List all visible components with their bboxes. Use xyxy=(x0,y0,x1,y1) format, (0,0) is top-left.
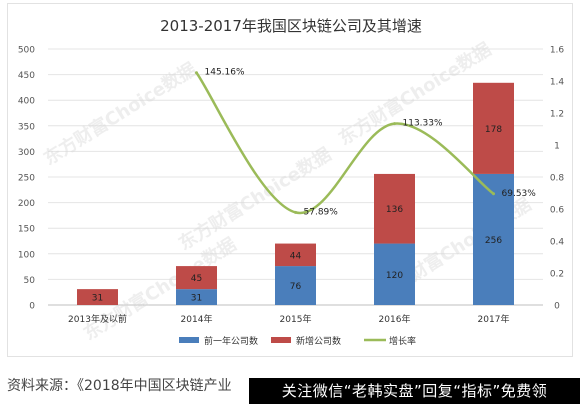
left-tick-label: 300 xyxy=(18,148,35,158)
growth-line-path xyxy=(195,71,495,215)
bar-new-companies xyxy=(374,173,415,244)
bar-previous-year xyxy=(473,173,514,305)
bar-previous-year xyxy=(275,266,316,305)
bar-previous-year xyxy=(374,243,415,305)
category-label: 2013年及以前 xyxy=(68,313,127,325)
category-label: 2016年 xyxy=(379,313,411,325)
legend-swatch xyxy=(179,337,199,343)
right-tick-label: 0 xyxy=(554,302,560,312)
chart-svg: 东方财富Choice数据东方财富Choice数据东方财富Choice数据东方财富… xyxy=(18,17,565,347)
bar-previous-year xyxy=(176,289,217,305)
chart-title: 2013-2017年我国区块链公司及其增速 xyxy=(160,17,422,35)
bar-labels: 31 31 45 76 44 120 136 256 178 xyxy=(92,125,503,304)
watermark-text: 东方财富Choice数据 xyxy=(335,38,495,150)
promo-banner: 关注微信“老韩实盘”回复“指标”免费领 xyxy=(249,378,580,404)
left-tick-label: 150 xyxy=(18,225,35,235)
left-tick-label: 50 xyxy=(24,276,36,286)
bar-label-new: 45 xyxy=(191,274,202,284)
legend: 前一年公司数 新增公司数 增长率 xyxy=(179,335,416,347)
right-tick-label: 1.6 xyxy=(550,46,565,56)
bar-label-new: 136 xyxy=(386,205,403,215)
category-label: 2015年 xyxy=(280,313,312,325)
left-tick-label: 200 xyxy=(18,199,35,209)
growth-point xyxy=(492,192,495,196)
bars xyxy=(77,82,514,305)
growth-label: 57.89% xyxy=(304,207,339,217)
left-tick-label: 400 xyxy=(18,97,35,107)
bar-label-previous: 120 xyxy=(386,271,403,281)
left-tick-label: 100 xyxy=(18,250,35,260)
right-axis: 0 0.2 0.4 0.6 0.8 1 1.2 1.4 1.6 xyxy=(550,46,565,312)
bar-label-previous: 76 xyxy=(290,282,302,292)
growth-point xyxy=(393,122,396,126)
growth-point xyxy=(195,71,198,75)
right-tick-label: 1.4 xyxy=(550,78,565,88)
x-axis-categories: 2013年及以前 2014年 2015年 2016年 2017年 xyxy=(68,313,509,325)
watermark-text: 东方财富Choice数据 xyxy=(175,143,335,255)
bar-new-companies xyxy=(176,266,217,290)
chart-panel: 东方财富Choice数据 东方财富Choice数据 东方财富Choice数据 东方财富… xyxy=(7,3,573,357)
category-label: 2014年 xyxy=(181,313,213,325)
growth-point xyxy=(294,210,297,214)
right-tick-label: 1 xyxy=(554,142,560,152)
bar-label-previous: 256 xyxy=(485,236,502,246)
bar-label-new: 31 xyxy=(92,294,103,304)
source-note: 资料来源：《2018年中国区块链产业 xyxy=(7,378,232,394)
category-label: 2017年 xyxy=(478,313,510,325)
bar-label-new: 178 xyxy=(485,125,502,135)
right-tick-label: 0.2 xyxy=(550,270,564,280)
left-tick-label: 0 xyxy=(29,302,35,312)
left-axis: 0 50 100 150 200 250 300 350 400 450 500 xyxy=(18,46,35,312)
growth-label: 145.16% xyxy=(205,68,245,78)
legend-label: 新增公司数 xyxy=(296,335,341,347)
legend-swatch xyxy=(271,337,291,343)
bar-label-new: 44 xyxy=(290,251,302,261)
growth-label: 69.53% xyxy=(502,189,537,199)
bar-new-companies xyxy=(77,289,118,305)
right-tick-label: 0.4 xyxy=(550,238,565,248)
right-tick-label: 1.2 xyxy=(550,110,564,120)
legend-label: 增长率 xyxy=(389,335,416,347)
right-tick-label: 0.8 xyxy=(550,174,565,184)
bar-label-previous: 31 xyxy=(191,294,202,304)
grid-lines xyxy=(48,48,543,306)
left-tick-label: 250 xyxy=(18,174,35,184)
left-tick-label: 350 xyxy=(18,122,35,132)
bar-new-companies xyxy=(473,82,514,174)
left-tick-label: 450 xyxy=(18,71,35,81)
growth-line: 145.16% 57.89% 113.33% 69.53% xyxy=(195,68,537,217)
legend-label: 前一年公司数 xyxy=(204,335,258,347)
bar-new-companies xyxy=(275,243,316,267)
left-tick-label: 500 xyxy=(18,46,35,56)
right-tick-label: 0.6 xyxy=(550,206,565,216)
growth-label: 113.33% xyxy=(403,119,443,129)
